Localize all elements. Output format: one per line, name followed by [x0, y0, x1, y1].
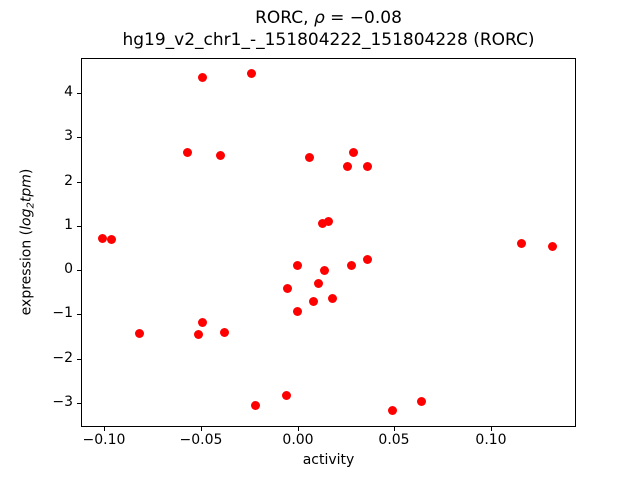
x-tick-mark: [104, 427, 105, 431]
scatter-point: [327, 294, 337, 303]
y-tick-label: −3: [52, 394, 73, 410]
scatter-point: [304, 153, 314, 163]
y-tick-label: 4: [64, 84, 73, 100]
y-tick-label: −1: [52, 305, 73, 321]
y-tick-label: −2: [52, 350, 73, 366]
y-tick-label: 0: [64, 261, 73, 277]
chart-subtitle: hg19_v2_chr1_-_151804222_151804228 (RORC…: [122, 30, 535, 50]
scatter-point: [362, 162, 372, 171]
rho-symbol: ρ: [313, 8, 325, 28]
chart-title-prefix: RORC,: [255, 8, 314, 28]
scatter-point: [320, 266, 330, 276]
y-tick-label: 3: [64, 128, 73, 144]
scatter-point: [517, 239, 527, 249]
scatter-point: [219, 327, 229, 337]
y-tick-mark: [77, 226, 81, 227]
scatter-point: [283, 283, 293, 293]
scatter-point: [293, 307, 303, 317]
scatter-point: [182, 148, 192, 158]
scatter-point: [324, 217, 333, 226]
scatter-point: [215, 151, 225, 161]
scatter-point: [107, 235, 117, 245]
y-tick-label: 1: [64, 217, 73, 233]
chart-title: RORC, ρ = −0.08: [81, 9, 576, 28]
scatter-point: [194, 329, 204, 339]
y-tick-mark: [77, 182, 81, 183]
x-tick-label: 0.00: [282, 432, 314, 448]
x-tick-mark: [298, 427, 299, 431]
scatter-point: [343, 162, 353, 171]
scatter-point: [362, 255, 372, 265]
y-tick-mark: [77, 137, 81, 138]
y-tick-mark: [77, 93, 81, 94]
scatter-point: [349, 148, 359, 158]
scatter-point: [97, 234, 107, 244]
x-tick-label: −0.05: [179, 432, 223, 448]
x-tick-mark: [394, 427, 395, 431]
x-tick-label: 0.10: [475, 432, 507, 448]
plot-area: [81, 58, 576, 427]
x-tick-mark: [491, 427, 492, 431]
chart-title-correlation-value: = −0.08: [324, 8, 402, 28]
scatter-point: [246, 69, 256, 79]
scatter-point: [318, 219, 328, 229]
scatter-point: [293, 260, 303, 270]
scatter-point: [387, 405, 397, 415]
y-axis-label: expression (log2tpm): [19, 169, 40, 316]
scatter-point: [314, 279, 324, 288]
scatter-point: [416, 396, 426, 406]
x-axis-label: activity: [302, 452, 355, 468]
x-tick-label: −0.10: [82, 432, 126, 448]
scatter-point: [134, 329, 144, 338]
scatter-point: [281, 390, 291, 400]
scatter-point: [548, 242, 558, 252]
scatter-point: [250, 400, 260, 410]
scatter-point: [347, 260, 357, 270]
x-tick-mark: [201, 427, 202, 431]
y-tick-mark: [77, 403, 81, 404]
scatter-point: [308, 296, 318, 306]
scatter-point: [198, 73, 208, 83]
y-axis-label-subscript: 2: [25, 202, 37, 209]
x-tick-label: 0.05: [378, 432, 410, 448]
y-tick-mark: [77, 314, 81, 315]
scatter-point: [198, 318, 208, 327]
y-tick-mark: [77, 270, 81, 271]
y-tick-mark: [77, 359, 81, 360]
y-tick-label: 2: [64, 173, 73, 189]
